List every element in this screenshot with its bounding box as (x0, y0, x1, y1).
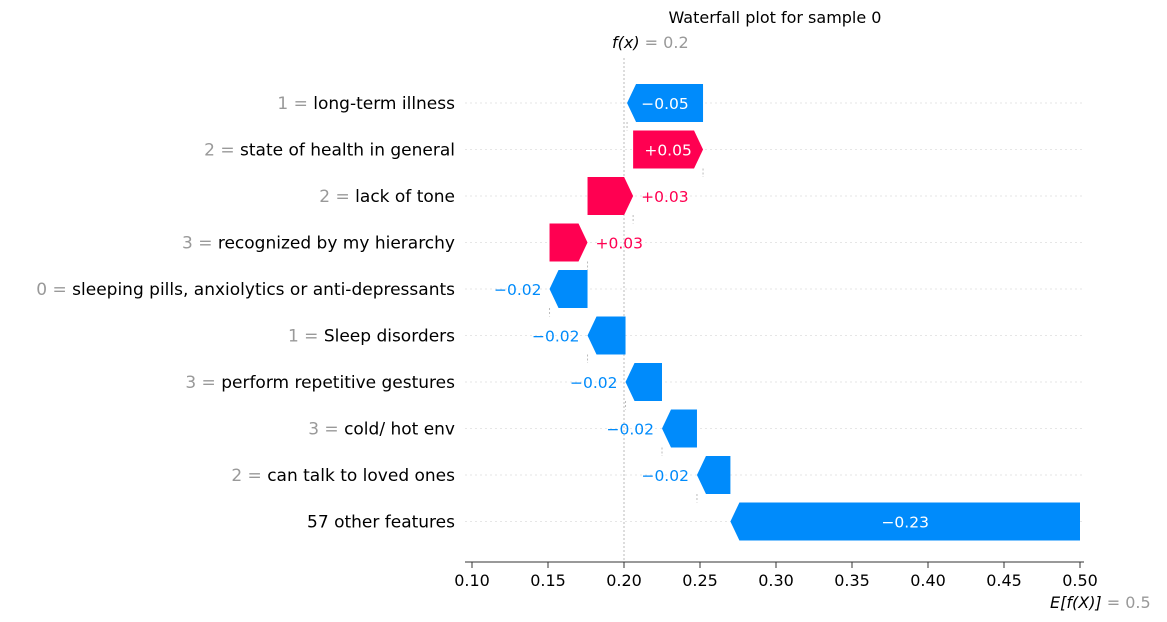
feature-label: 1 = Sleep disorders (288, 327, 455, 347)
feature-value: 3 = (308, 420, 344, 440)
feature-value: 1 = (288, 327, 324, 347)
feature-value: 1 = (277, 94, 313, 114)
x-tick-label: 0.50 (1062, 571, 1098, 590)
bars: −0.05 +0.05 +0.03 +0.03 −0.02 −0.02 −0.02 −0.02… (494, 84, 1080, 541)
bar-negative (730, 502, 1080, 541)
bar-value-label: +0.05 (644, 142, 692, 160)
feature-name: perform repetitive gestures (221, 373, 455, 393)
feature-label: 3 = perform repetitive gestures (185, 373, 455, 393)
x-tick-label: 0.40 (910, 571, 946, 590)
bar-negative (549, 270, 588, 308)
base-label: E[f(X)] (1050, 593, 1102, 612)
bar-negative (696, 456, 731, 494)
bar-positive (549, 223, 588, 262)
x-tick-label: 0.35 (834, 571, 870, 590)
feature-name: lack of tone (355, 187, 455, 207)
base-annotation: E[f(X)] = 0.5 (1050, 593, 1151, 612)
feature-value: 3 = (185, 373, 221, 393)
fx-value: 0.2 (663, 33, 688, 52)
bar-value-label: −0.02 (570, 374, 618, 392)
feature-label: 2 = lack of tone (319, 187, 455, 207)
feature-value: 3 = (182, 234, 218, 254)
x-tick-label: 0.30 (758, 571, 794, 590)
feature-name: 57 other features (307, 513, 455, 533)
x-tick-label: 0.25 (682, 571, 718, 590)
bar-positive (587, 177, 634, 215)
feature-label: 57 other features (307, 513, 455, 533)
bar-value-label: −0.05 (641, 95, 689, 113)
x-axis: 0.10 0.15 0.20 0.25 0.30 0.35 0.40 0.45 0.50 (454, 561, 1098, 590)
bar-negative (625, 363, 662, 401)
x-tick-label: 0.20 (606, 571, 642, 590)
row-gridlines (465, 102, 1084, 522)
feature-value: 2 = (319, 187, 355, 207)
base-equals: = (1102, 593, 1126, 612)
x-tick-label: 0.45 (986, 571, 1022, 590)
bar-value-label: +0.03 (596, 235, 644, 253)
bar-negative (627, 84, 704, 122)
bar-positive (633, 130, 704, 169)
bar-value-label: −0.02 (532, 328, 580, 346)
bar-value-label: −0.02 (641, 467, 689, 485)
feature-label: 3 = recognized by my hierarchy (182, 234, 455, 254)
feature-value: 0 = (36, 280, 72, 300)
feature-value: 2 = (204, 141, 240, 161)
x-tick-label: 0.15 (530, 571, 566, 590)
feature-label: 0 = sleeping pills, anxiolytics or anti-… (36, 280, 455, 300)
feature-name: long-term illness (313, 94, 455, 114)
fx-equals: = (640, 33, 664, 52)
feature-label: 2 = can talk to loved ones (231, 466, 455, 486)
feature-label: 3 = cold/ hot env (308, 420, 455, 440)
bar-connectors (549, 122, 704, 503)
feature-name: Sleep disorders (324, 327, 455, 347)
feature-label: 2 = state of health in general (204, 141, 455, 161)
fx-label: f(x) (612, 33, 640, 52)
x-tick-label: 0.10 (454, 571, 490, 590)
feature-labels: 1 = long-term illness 2 = state of health… (36, 94, 455, 533)
feature-name: cold/ hot env (344, 420, 455, 440)
feature-name: sleeping pills, anxiolytics or anti-depr… (72, 280, 455, 300)
feature-name: recognized by my hierarchy (218, 234, 455, 254)
feature-name: state of health in general (240, 141, 455, 161)
bar-value-label: +0.03 (641, 188, 689, 206)
fx-annotation: f(x) = 0.2 (612, 33, 689, 52)
base-value: 0.5 (1125, 593, 1150, 612)
bar-value-label: −0.02 (494, 281, 542, 299)
bar-value-label: −0.23 (881, 514, 929, 532)
feature-value: 2 = (231, 466, 267, 486)
feature-name: can talk to loved ones (267, 466, 455, 486)
chart-title: Waterfall plot for sample 0 (669, 8, 882, 27)
bar-negative (662, 409, 697, 448)
bar-negative (587, 316, 626, 355)
bar-value-label: −0.02 (607, 421, 655, 439)
feature-label: 1 = long-term illness (277, 94, 455, 114)
